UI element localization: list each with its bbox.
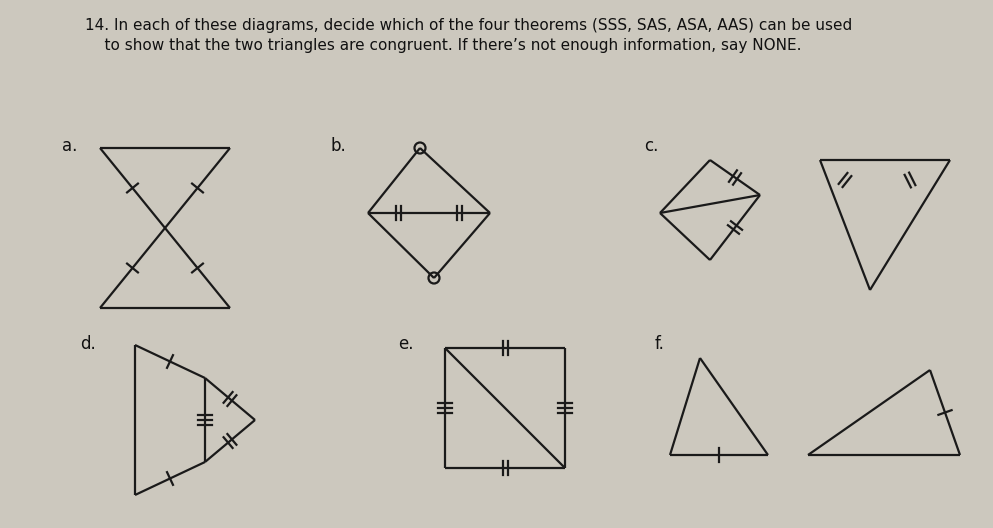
Text: 14. In each of these diagrams, decide which of the four theorems (SSS, SAS, ASA,: 14. In each of these diagrams, decide wh… (85, 18, 852, 33)
Text: f.: f. (655, 335, 665, 353)
Text: to show that the two triangles are congruent. If there’s not enough information,: to show that the two triangles are congr… (85, 38, 801, 53)
Text: c.: c. (644, 137, 658, 155)
Text: a.: a. (62, 137, 77, 155)
Text: e.: e. (398, 335, 413, 353)
Text: b.: b. (330, 137, 346, 155)
Text: d.: d. (80, 335, 95, 353)
